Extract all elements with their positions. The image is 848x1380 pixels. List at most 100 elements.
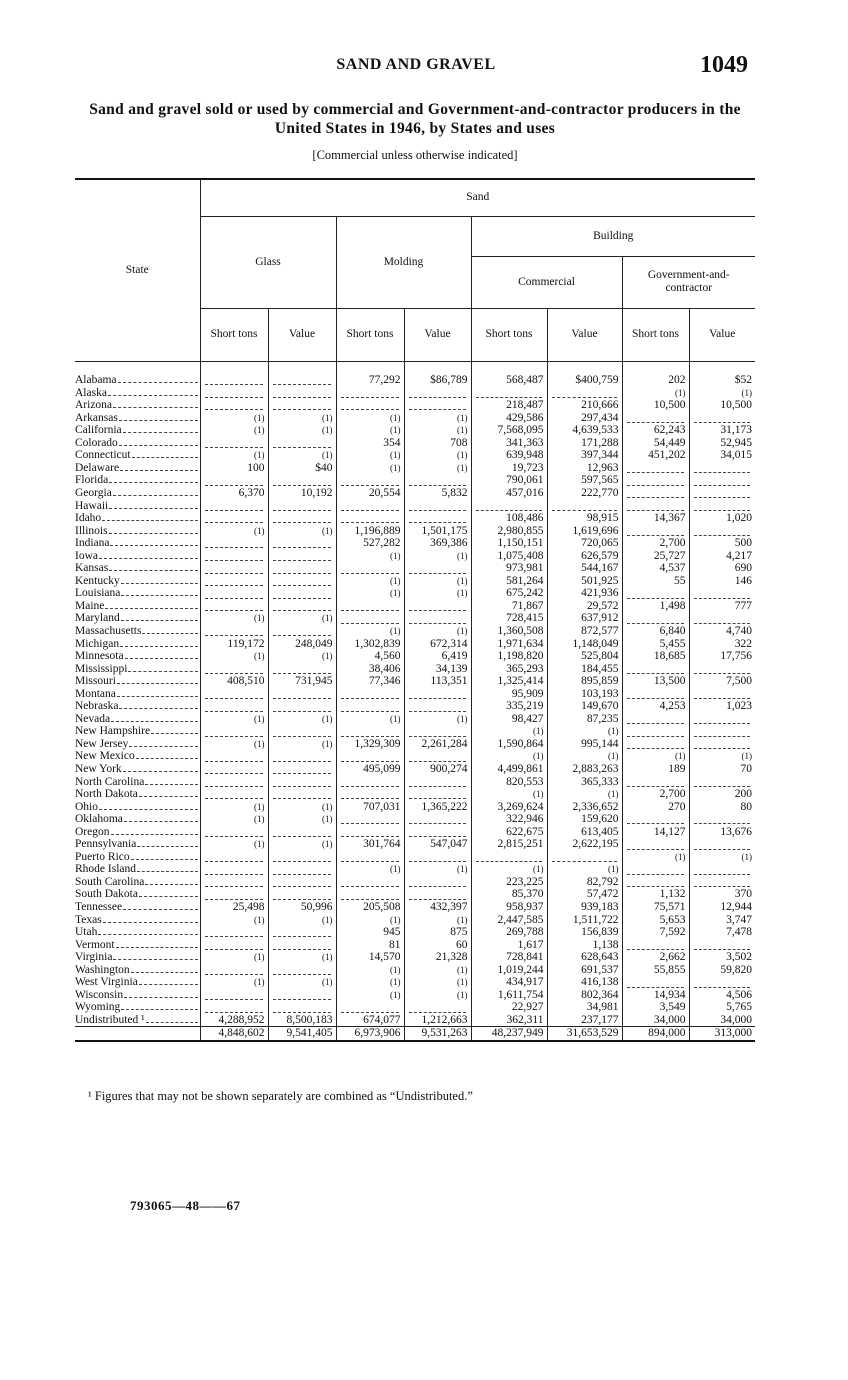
value-cell: 335,219 [470,700,547,713]
value-cell: 322 [688,637,755,651]
value-cell: (1) [267,524,336,538]
state-cell: Minnesota [75,650,200,663]
state-name: New Hampshire [75,725,200,738]
empty-cell [267,1001,336,1014]
value-cell: 57,472 [546,888,622,902]
dash-leader [204,1003,263,1013]
total-row: 4,848,602 9,541,405 6,973,906 9,531,263 48,2… [75,1026,755,1043]
table-row: Arizona 218,487 210,666 10,500 10,500 [75,399,755,412]
value-cell: 3,747 [688,913,755,927]
empty-cell [621,863,689,876]
value-cell: 397,344 [546,449,622,462]
empty-cell [621,737,689,751]
value-cell: 25,727 [621,549,689,563]
dash-leader [693,877,750,888]
state-cell: Wyoming [75,1001,200,1014]
dash-leader [340,689,399,699]
empty-cell [403,850,471,864]
value-cell: 690 [688,562,755,575]
dash-leader [340,702,399,712]
value-cell: 14,934 [621,988,689,1002]
value-cell: (1) [621,850,689,864]
table-row: Montana 95,909 103,193 [75,687,755,701]
value-cell: 2,700 [621,537,689,550]
value-cell: 4,217 [688,549,755,563]
state-name: Florida [75,474,200,487]
empty-cell [688,863,755,876]
value-cell: 501,925 [546,574,622,588]
state-name: Pennsylvania [75,838,200,851]
state-name: Wisconsin [75,989,200,1002]
state-cell: Missouri [75,675,200,688]
dash-leader [204,852,263,863]
state-name: New York [75,763,200,776]
dash-leader [340,877,399,888]
value-cell: 1,590,864 [470,737,547,751]
empty-cell [403,888,471,902]
imprint: 793065—48——67 [130,1198,241,1213]
dash-leader [408,601,466,612]
subheader: Short tons [470,308,547,362]
value-cell: (1) [267,813,336,826]
value-cell: 119,172 [199,637,268,651]
dash-leader [272,564,331,574]
value-cell: 1,148,049 [546,637,622,651]
dash-leader [204,601,263,612]
dash-leader [204,877,263,888]
value-cell: (1) [199,411,268,425]
value-cell: 728,415 [470,612,547,625]
table-row: New Mexico (1) (1) (1) (1) [75,750,755,763]
dash-leader [272,702,331,712]
value-cell: 731,945 [267,675,336,688]
state-name: Missouri [75,675,200,688]
table-row: Connecticut (1) (1) (1) (1) 639,948 397,344 451… [75,449,755,462]
dash-leader [272,1003,331,1013]
table-title: Sand and gravel sold or used by commerci… [89,101,741,137]
value-cell: 50,996 [267,901,336,914]
table-row: Minnesota (1) (1) 4,560 6,419 1,198,820 525,80… [75,650,755,663]
value-cell: (1) [621,386,689,400]
value-cell: 59,820 [688,963,755,977]
state-cell: Delaware [75,462,200,475]
value-cell: (1) [403,574,471,588]
value-cell: 408,510 [199,675,268,688]
value-cell: (1) [688,850,755,864]
subheader: Value [546,308,622,362]
value-cell: 1,196,889 [335,524,404,538]
state-name: Undistributed ¹ [75,1014,200,1027]
dash-leader [272,827,331,837]
value-cell: 38,406 [335,662,404,676]
value-cell: 639,948 [470,449,547,462]
running-head: SAND AND GRAVEL [336,56,496,73]
empty-cell [546,499,622,513]
value-cell: (1) [335,863,404,876]
empty-cell [335,750,404,763]
dash-leader [626,978,684,988]
empty-cell [199,562,268,575]
state-name: Arizona [75,399,200,412]
dash-leader [272,727,331,737]
value-cell: (1) [267,411,336,425]
dash-leader [626,664,684,674]
state-cell: Iowa [75,550,200,563]
value-cell: 55 [621,574,689,588]
state-cell: Rhode Island [75,863,200,876]
value-cell: (1) [403,461,471,475]
value-cell: 7,478 [688,926,755,939]
dash-leader [693,689,750,699]
value-cell: 4,506 [688,988,755,1002]
dash-leader [693,488,750,499]
empty-cell [403,687,471,701]
state-name: Maryland [75,612,200,625]
table-subtitle: [Commercial unless otherwise indicated] [312,148,518,162]
empty-cell [621,461,689,475]
dash-leader [204,865,263,875]
dash-leader [340,852,399,863]
empty-cell [546,386,622,400]
dash-leader [626,413,684,423]
table-row: Nevada (1) (1) (1) (1) 98,427 87,235 [75,712,755,726]
empty-cell [688,737,755,751]
value-cell: 17,756 [688,650,755,663]
value-cell: 223,225 [470,875,547,889]
value-cell: 297,434 [546,411,622,425]
